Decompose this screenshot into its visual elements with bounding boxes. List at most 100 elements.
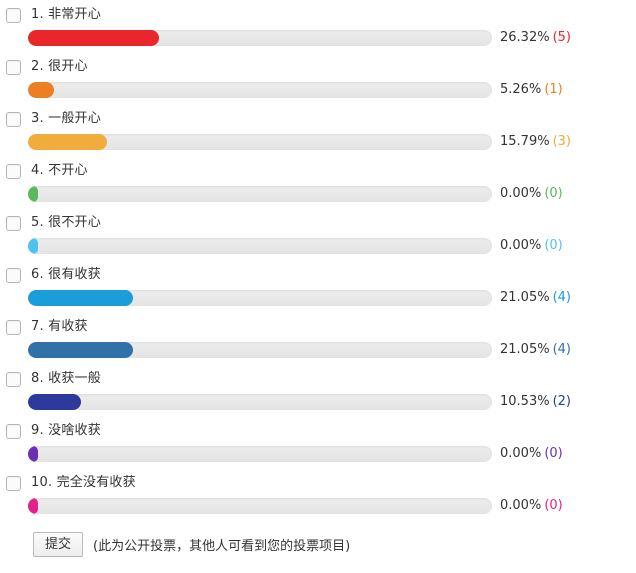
poll-option-stat: 5.26% (1) <box>500 80 563 100</box>
poll-bar-track <box>28 394 492 410</box>
poll-option-count: (0) <box>544 446 563 461</box>
poll-option-stat: 0.00% (0) <box>500 236 563 256</box>
poll-option-count: (5) <box>552 30 571 45</box>
poll-option-label: 7. 有收获 <box>31 319 88 334</box>
poll-bar-fill <box>28 82 54 98</box>
poll-option-percent: 0.00% <box>500 238 542 253</box>
poll-option-count: (1) <box>544 82 563 97</box>
poll-option-bar-line: 15.79% (3) <box>0 132 636 154</box>
poll-option-label: 4. 不开心 <box>31 163 88 178</box>
poll-bar-track <box>28 446 492 462</box>
poll-option-percent: 10.53% <box>500 394 550 409</box>
poll-bar-fill <box>28 342 133 358</box>
poll-option-checkbox[interactable] <box>6 319 21 335</box>
poll-bar-fill <box>28 498 38 514</box>
poll-option-label: 10. 完全没有收获 <box>31 475 136 490</box>
poll-option-label: 9. 没啥收获 <box>31 423 101 438</box>
poll-bar-track <box>28 134 492 150</box>
poll-option-header: 7. 有收获 <box>0 316 636 338</box>
poll-option-row: 1. 非常开心 26.32% (5) <box>0 4 636 56</box>
poll-option-checkbox[interactable] <box>6 423 21 439</box>
poll-option-bar-line: 21.05% (4) <box>0 288 636 310</box>
poll-option-stat: 15.79% (3) <box>500 132 571 152</box>
poll-option-bar-line: 26.32% (5) <box>0 28 636 50</box>
poll-option-checkbox[interactable] <box>6 111 21 127</box>
poll-option-row: 5. 很不开心 0.00% (0) <box>0 212 636 264</box>
poll-option-row: 9. 没啥收获 0.00% (0) <box>0 420 636 472</box>
poll-option-row: 8. 收获一般 10.53% (2) <box>0 368 636 420</box>
poll-bar-track <box>28 290 492 306</box>
poll-option-row: 10. 完全没有收获 0.00% (0) <box>0 472 636 524</box>
poll-bar-fill <box>28 134 107 150</box>
poll-option-checkbox[interactable] <box>6 267 21 283</box>
poll-option-checkbox[interactable] <box>6 59 21 75</box>
poll-option-row: 3. 一般开心 15.79% (3) <box>0 108 636 160</box>
poll-option-row: 2. 很开心 5.26% (1) <box>0 56 636 108</box>
poll-bar-track <box>28 30 492 46</box>
poll-option-label: 3. 一般开心 <box>31 111 101 126</box>
poll-option-stat: 21.05% (4) <box>500 340 571 360</box>
poll-option-header: 8. 收获一般 <box>0 368 636 390</box>
poll-option-checkbox[interactable] <box>6 475 21 491</box>
poll-bar-fill <box>28 186 38 202</box>
poll-option-checkbox[interactable] <box>6 7 21 23</box>
poll-option-percent: 26.32% <box>500 30 550 45</box>
poll-option-label: 2. 很开心 <box>31 59 88 74</box>
public-vote-hint: (此为公开投票，其他人可看到您的投票项目) <box>93 539 351 554</box>
poll-option-header: 3. 一般开心 <box>0 108 636 130</box>
submit-button[interactable]: 提交 <box>33 532 84 557</box>
poll-option-row: 6. 很有收获 21.05% (4) <box>0 264 636 316</box>
poll-option-label: 5. 很不开心 <box>31 215 101 230</box>
poll-option-label: 8. 收获一般 <box>31 371 101 386</box>
poll-option-count: (2) <box>552 394 571 409</box>
poll-results-list: 1. 非常开心 26.32% (5) 2. 很开心 5.26% (1) 3. 一般开心 15.… <box>0 4 636 524</box>
poll-option-label: 6. 很有收获 <box>31 267 101 282</box>
poll-option-percent: 5.26% <box>500 82 542 97</box>
poll-bar-track <box>28 342 492 358</box>
poll-bar-fill <box>28 394 81 410</box>
poll-option-stat: 0.00% (0) <box>500 444 563 464</box>
poll-option-count: (0) <box>544 186 563 201</box>
poll-option-stat: 10.53% (2) <box>500 392 571 412</box>
poll-bar-fill <box>28 30 159 46</box>
poll-option-percent: 21.05% <box>500 290 550 305</box>
poll-option-checkbox[interactable] <box>6 371 21 387</box>
poll-option-count: (4) <box>552 342 571 357</box>
poll-option-checkbox[interactable] <box>6 215 21 231</box>
poll-option-count: (0) <box>544 498 563 513</box>
poll-option-count: (0) <box>544 238 563 253</box>
poll-option-stat: 0.00% (0) <box>500 184 563 204</box>
poll-footer: 提交 (此为公开投票，其他人可看到您的投票项目) <box>0 524 636 557</box>
poll-option-header: 2. 很开心 <box>0 56 636 78</box>
poll-option-percent: 0.00% <box>500 498 542 513</box>
poll-option-bar-line: 0.00% (0) <box>0 236 636 258</box>
poll-option-percent: 0.00% <box>500 446 542 461</box>
poll-option-bar-line: 21.05% (4) <box>0 340 636 362</box>
poll-option-count: (3) <box>552 134 571 149</box>
poll-option-bar-line: 0.00% (0) <box>0 496 636 518</box>
poll-option-percent: 21.05% <box>500 342 550 357</box>
poll-bar-fill <box>28 238 38 254</box>
poll-option-row: 4. 不开心 0.00% (0) <box>0 160 636 212</box>
poll-option-row: 7. 有收获 21.05% (4) <box>0 316 636 368</box>
poll-bar-track <box>28 498 492 514</box>
poll-bar-track <box>28 82 492 98</box>
poll-option-bar-line: 0.00% (0) <box>0 184 636 206</box>
poll-option-stat: 0.00% (0) <box>500 496 563 516</box>
poll-option-header: 6. 很有收获 <box>0 264 636 286</box>
poll-option-label: 1. 非常开心 <box>31 7 101 22</box>
poll-option-stat: 21.05% (4) <box>500 288 571 308</box>
poll-bar-track <box>28 186 492 202</box>
poll-option-bar-line: 0.00% (0) <box>0 444 636 466</box>
poll-option-header: 10. 完全没有收获 <box>0 472 636 494</box>
poll-option-percent: 0.00% <box>500 186 542 201</box>
poll-option-percent: 15.79% <box>500 134 550 149</box>
poll-option-header: 1. 非常开心 <box>0 4 636 26</box>
poll-option-header: 9. 没啥收获 <box>0 420 636 442</box>
poll-bar-fill <box>28 290 133 306</box>
poll-bar-fill <box>28 446 38 462</box>
poll-option-bar-line: 5.26% (1) <box>0 80 636 102</box>
poll-option-header: 5. 很不开心 <box>0 212 636 234</box>
poll-option-checkbox[interactable] <box>6 163 21 179</box>
poll-option-stat: 26.32% (5) <box>500 28 571 48</box>
